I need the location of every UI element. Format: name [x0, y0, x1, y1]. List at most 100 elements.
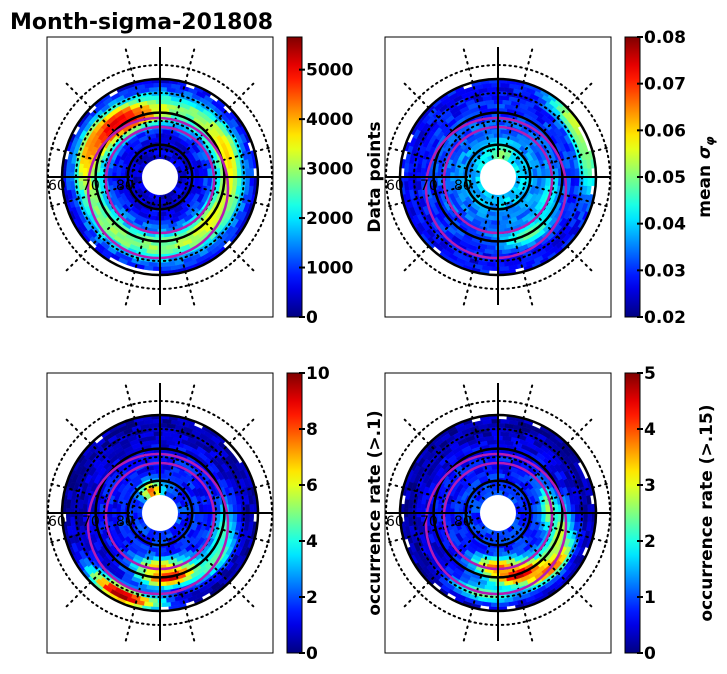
axes-frame: [46, 372, 274, 654]
heatmap-bin: [570, 167, 576, 178]
colorbar-label: occurrence rate (>.1): [365, 410, 385, 615]
auroral-oval-equatorward: [86, 116, 230, 260]
mlt-grid-spoke: [385, 145, 480, 173]
axes-frame: [46, 36, 274, 318]
colorbar-tick-label: 0.08: [644, 28, 686, 48]
mlt-grid-spoke: [65, 190, 147, 272]
heatmap-bin: [582, 512, 588, 523]
mlt-grid-spoke: [47, 145, 142, 173]
latitude-label: 80: [454, 514, 472, 530]
plot-area: 60 70 80: [385, 383, 611, 642]
heatmap-bin: [248, 176, 255, 187]
mlt-grid-spoke: [47, 517, 142, 545]
latitude-label: 80: [116, 178, 134, 194]
colorbar-label: mean σφ: [695, 136, 717, 218]
heatmap-bin: [586, 503, 593, 514]
plot-area: 60 70 80: [385, 47, 611, 306]
heatmap-bin: [586, 512, 593, 523]
mlt-grid-spoke: [173, 82, 255, 164]
auroral-oval-equatorward: [424, 452, 568, 596]
latitude-label: 60: [48, 178, 66, 194]
colorbar-tick-label: 4000: [306, 110, 353, 130]
mlt-grid-spoke: [385, 181, 480, 209]
latitude-label: 80: [454, 178, 472, 194]
axes-frame: [384, 372, 612, 654]
mlt-grid-spoke: [65, 418, 147, 500]
heatmap-bin: [582, 176, 588, 187]
mlt-grid-spoke: [511, 82, 593, 164]
colorbar-tick-label: 0.03: [644, 261, 686, 281]
heatmap-bin: [236, 512, 242, 523]
heatmap-bin: [248, 503, 255, 514]
heatmap-bin: [232, 503, 238, 514]
heatmap-bin: [236, 503, 242, 514]
mlt-grid-spoke: [516, 181, 611, 209]
heatmap-bin: [574, 503, 580, 514]
heatmap-bin: [570, 503, 576, 514]
mlt-grid-spoke: [403, 82, 485, 164]
latitude-label: 60: [48, 514, 66, 530]
mlt-grid-spoke: [511, 526, 593, 608]
heatmap-bin: [82, 503, 88, 514]
mlt-grid-spoke: [403, 418, 485, 500]
mlt-grid-spoke: [47, 481, 142, 509]
auroral-oval-equatorward: [86, 452, 230, 596]
heatmap-bin: [82, 167, 88, 178]
heatmap-bin: [420, 167, 426, 178]
heatmap-bin: [232, 176, 238, 187]
mlt-grid-spoke: [462, 384, 494, 495]
heatmap-bin: [236, 167, 242, 178]
colorbar-tick-label: 3000: [306, 160, 353, 180]
colorbar-label: occurrence rate (>.15): [697, 404, 717, 621]
mlt-grid-spoke: [178, 145, 273, 173]
colorbar-tick-label: 0.04: [644, 215, 686, 235]
mlt-grid-spoke: [173, 418, 255, 500]
heatmap-bin: [582, 167, 588, 178]
heatmap-bin: [244, 176, 250, 187]
colorbar-tick-label: 0.07: [644, 75, 686, 95]
colorbar-tick-label: 8: [306, 420, 318, 440]
heatmap-bin: [565, 167, 572, 178]
latitude-label: 70: [82, 514, 100, 530]
colorbar-tick-label: 0.02: [644, 308, 686, 328]
colorbar-tick-label: 0: [306, 644, 318, 664]
mlt-grid-spoke: [502, 531, 534, 642]
mlt-grid-spoke: [65, 526, 147, 608]
mlt-grid-spoke: [178, 481, 273, 509]
mlt-grid-spoke: [516, 145, 611, 173]
latitude-label: 60: [386, 178, 404, 194]
latitude-label: 80: [116, 514, 134, 530]
heatmap-bin: [232, 512, 238, 523]
mlt-grid-spoke: [502, 195, 534, 306]
latitude-label: 70: [420, 178, 438, 194]
heatmap-bin: [244, 167, 250, 178]
colorbar: 0 1000 2000 3000 4000 5000 Data points: [286, 36, 385, 328]
heatmap-bin: [227, 167, 234, 178]
heatmap-bin: [420, 503, 426, 514]
mlt-grid-spoke: [403, 190, 485, 272]
mlt-grid-spoke: [502, 384, 534, 495]
latitude-label: 70: [82, 178, 100, 194]
panel-top-right: 60 70 80 0.02 0.03 0.04 0.05 0.06 0.07 0.08 mean σ…: [384, 28, 717, 328]
heatmap-bin: [248, 512, 255, 523]
heatmap-bin: [570, 512, 576, 523]
mlt-grid-spoke: [47, 181, 142, 209]
auroral-oval-equatorward: [424, 116, 568, 260]
colorbar-gradient: [624, 372, 641, 654]
heatmap-bin: [574, 176, 580, 187]
mlt-grid-spoke: [462, 48, 494, 159]
colorbar: 0 1 2 3 4 5 occurrence rate (>.15): [624, 364, 717, 664]
plot-area: 60 70 80: [47, 383, 273, 642]
mlt-grid-spoke: [173, 526, 255, 608]
colorbar-tick-label: 1: [644, 588, 656, 608]
mlt-grid-spoke: [403, 526, 485, 608]
mlt-grid-spoke: [124, 48, 156, 159]
colorbar-label: Data points: [365, 121, 385, 232]
colorbar-tick-label: 1000: [306, 259, 353, 279]
mlt-grid-spoke: [178, 517, 273, 545]
mlt-grid-spoke: [511, 190, 593, 272]
heatmap-bin: [227, 503, 234, 514]
colorbar-tick-label: 0: [644, 644, 656, 664]
mlt-grid-spoke: [511, 418, 593, 500]
